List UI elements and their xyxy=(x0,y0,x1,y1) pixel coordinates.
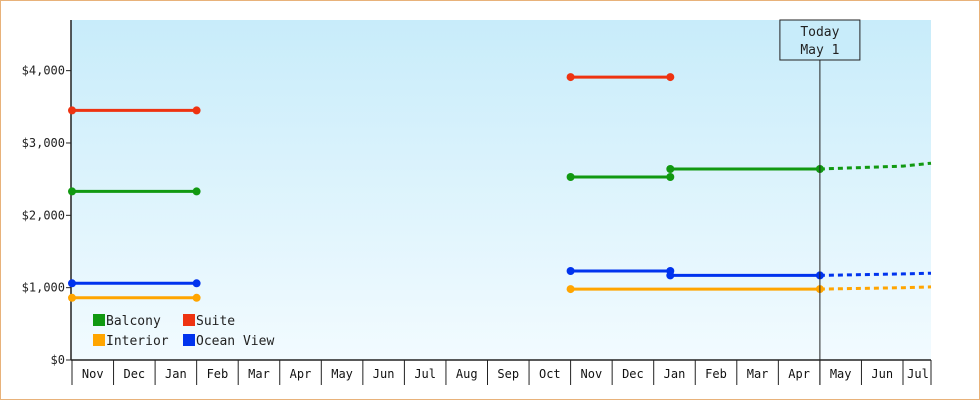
y-tick-label: $2,000 xyxy=(22,208,65,222)
legend-item-suite[interactable]: Suite xyxy=(183,314,235,329)
x-tick-label: Apr xyxy=(788,367,810,381)
x-tick-label: Sep xyxy=(497,367,519,381)
data-point[interactable] xyxy=(666,165,675,173)
data-point[interactable] xyxy=(68,106,76,115)
data-point[interactable] xyxy=(566,173,575,181)
today-marker: Today May 1 xyxy=(779,19,861,385)
x-tick-label: May xyxy=(830,367,852,381)
x-tick-label: Aug xyxy=(456,367,478,381)
y-tick-label: $0 xyxy=(51,353,65,367)
data-point[interactable] xyxy=(566,267,575,275)
x-tick-label: Mar xyxy=(747,367,769,381)
x-tick-label: Oct xyxy=(539,367,561,381)
series-suite xyxy=(68,73,675,115)
data-point[interactable] xyxy=(666,271,675,280)
x-tick-label: Dec xyxy=(123,367,145,381)
data-point[interactable] xyxy=(566,73,575,82)
data-point[interactable] xyxy=(192,279,201,288)
forecast-line xyxy=(819,285,932,291)
x-tick-label: Feb xyxy=(705,367,727,381)
x-tick-label: Feb xyxy=(207,367,229,381)
series-interior xyxy=(68,285,932,302)
legend-label: Ocean View xyxy=(196,334,274,349)
legend-item-balcony[interactable]: Balcony xyxy=(93,314,161,329)
x-tick-label: Dec xyxy=(622,367,644,381)
series-layer xyxy=(68,73,932,302)
plot-area xyxy=(71,20,931,360)
legend-swatch xyxy=(93,314,105,326)
y-tick-label: $4,000 xyxy=(22,64,65,78)
today-date: May 1 xyxy=(800,43,839,58)
legend-swatch xyxy=(183,314,195,326)
legend-label: Interior xyxy=(106,334,169,349)
data-point[interactable] xyxy=(192,293,201,302)
x-tick-label: May xyxy=(331,367,353,381)
today-label: Today xyxy=(800,25,839,40)
legend-swatch xyxy=(183,334,195,346)
legend-label: Suite xyxy=(196,314,235,329)
x-axis: Nov Dec Jan Feb Mar Apr May Jun Jul Aug Sep Oct Nov D… xyxy=(71,359,932,385)
x-tick-label: Jun xyxy=(373,367,395,381)
y-tick-label: $3,000 xyxy=(22,136,65,150)
y-tick-label: $1,000 xyxy=(22,281,65,295)
x-tick-label: Jan xyxy=(664,367,686,381)
today-box xyxy=(779,19,861,61)
legend-label: Balcony xyxy=(106,314,161,329)
data-point[interactable] xyxy=(192,187,201,196)
legend-item-interior[interactable]: Interior xyxy=(93,334,169,349)
y-axis: $0 $1,000 $2,000 $3,000 $4,000 xyxy=(22,20,72,367)
data-point[interactable] xyxy=(566,285,575,294)
x-tick-label: Nov xyxy=(581,367,603,381)
x-tick-label: Nov xyxy=(82,367,104,381)
series-ocean-view xyxy=(68,267,932,288)
x-tick-label: Jun xyxy=(871,367,893,381)
forecast-line xyxy=(819,161,932,171)
x-tick-label: Apr xyxy=(290,367,312,381)
forecast-line xyxy=(819,271,932,277)
data-point[interactable] xyxy=(68,187,76,196)
legend: Balcony Suite Interior Ocean View xyxy=(93,314,274,349)
x-tick-label: Jul xyxy=(907,367,929,381)
data-point[interactable] xyxy=(192,106,201,115)
legend-swatch xyxy=(93,334,105,346)
x-tick-label: Mar xyxy=(248,367,270,381)
x-tick-label: Jan xyxy=(165,367,187,381)
data-point[interactable] xyxy=(68,293,76,302)
data-point[interactable] xyxy=(68,279,76,288)
data-point[interactable] xyxy=(666,173,675,181)
x-tick-label: Jul xyxy=(414,367,436,381)
legend-item-ocean-view[interactable]: Ocean View xyxy=(183,334,274,349)
data-point[interactable] xyxy=(666,73,675,82)
series-balcony xyxy=(68,161,932,196)
